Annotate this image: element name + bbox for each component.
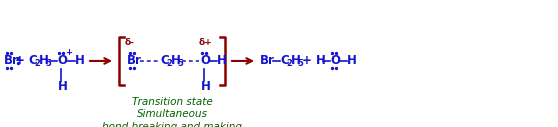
Text: 5: 5 (46, 59, 51, 68)
Text: H: H (75, 54, 85, 67)
Text: 2: 2 (35, 59, 40, 68)
Text: H: H (217, 54, 227, 67)
Text: H: H (316, 54, 326, 67)
Text: H: H (291, 54, 301, 67)
Text: O: O (57, 54, 67, 67)
Text: 5: 5 (297, 59, 304, 68)
Text: O: O (200, 54, 210, 67)
Text: H: H (58, 81, 68, 93)
Text: δ+: δ+ (199, 38, 213, 47)
Text: Br: Br (127, 54, 142, 67)
Text: O: O (330, 54, 340, 67)
Text: C: C (160, 54, 169, 67)
Text: 2: 2 (166, 59, 172, 68)
Text: Transition state
Simultaneous
bond breaking and making: Transition state Simultaneous bond break… (102, 97, 242, 127)
Text: Br: Br (4, 54, 19, 67)
Text: 5: 5 (177, 59, 184, 68)
Text: H: H (201, 81, 211, 93)
Text: 2: 2 (286, 59, 292, 68)
Text: +: + (15, 54, 25, 67)
Text: H: H (39, 54, 49, 67)
Text: H: H (171, 54, 181, 67)
Text: H: H (347, 54, 357, 67)
Text: C: C (280, 54, 288, 67)
Text: +: + (302, 54, 312, 67)
Text: δ-: δ- (125, 38, 135, 47)
Text: +: + (65, 49, 72, 57)
Text: Br: Br (260, 54, 275, 67)
Text: C: C (28, 54, 37, 67)
